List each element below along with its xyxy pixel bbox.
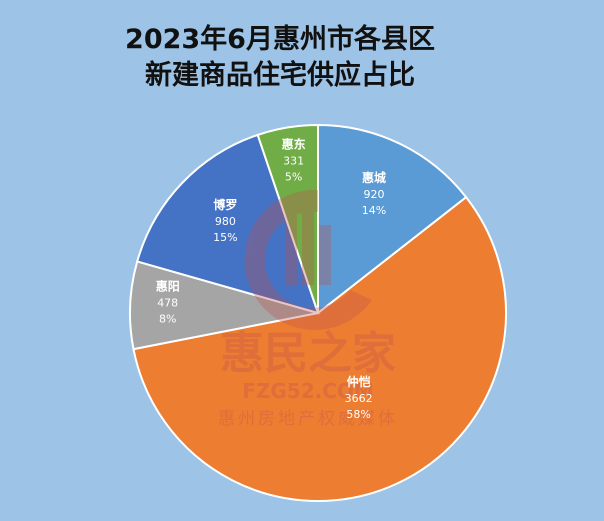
slice-label-percent: 15% — [213, 231, 237, 244]
slice-label-value: 3662 — [345, 392, 373, 405]
slice-label-percent: 14% — [362, 204, 386, 217]
slice-label-name: 惠阳 — [156, 279, 180, 294]
slice-label-name: 博罗 — [213, 197, 237, 212]
watermark-url: FZG52.COM — [242, 379, 374, 403]
pie-slice-1 — [132, 195, 507, 502]
watermark-tagline: 惠州房地产权威媒体 — [218, 409, 398, 429]
slice-label-value: 920 — [364, 188, 385, 201]
chart-title-line2: 新建商品住宅供应占比 — [145, 60, 415, 91]
pie-slice-3 — [135, 133, 320, 315]
slice-label-value: 980 — [215, 215, 236, 228]
chart-title-line1: 2023年6月惠州市各县区 — [125, 24, 435, 55]
pie-slice-4 — [256, 123, 319, 314]
watermark-brand: 惠民之家 — [220, 328, 396, 379]
slice-label-percent: 5% — [285, 171, 302, 184]
slice-label-value: 478 — [157, 297, 178, 310]
watermark: 惠民之家 FZG52.COM 惠州房地产权威媒体 — [218, 189, 398, 429]
slice-label-value: 331 — [283, 155, 304, 168]
slice-label-percent: 58% — [346, 408, 370, 421]
slice-label-name: 惠东 — [282, 137, 306, 152]
slice-label-name: 仲恺 — [347, 374, 371, 389]
slice-label-percent: 8% — [159, 313, 176, 326]
slice-label-name: 惠城 — [362, 170, 386, 185]
pie-slice-0 — [317, 123, 468, 316]
pie-slices — [129, 123, 507, 502]
watermark-logo-icon — [244, 189, 372, 330]
pie-labels: 惠城 920 14% 仲恺 3662 58% 惠阳 478 8% 博罗 980 15% 惠东 331 5% — [156, 137, 387, 421]
chart-title: 2023年6月惠州市各县区 新建商品住宅供应占比 — [0, 22, 560, 94]
